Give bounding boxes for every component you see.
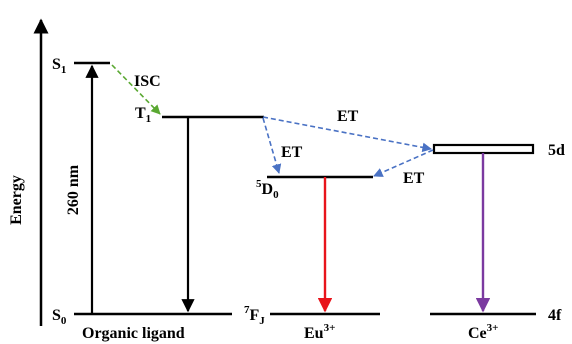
- et-right-label: ET: [403, 170, 425, 187]
- s1-label: S1: [52, 56, 66, 76]
- energy-axis-label: Energy: [8, 175, 25, 225]
- t1-label: T1: [135, 105, 151, 125]
- ce-label: Ce3+: [468, 322, 498, 342]
- et-top-label: ET: [337, 108, 359, 125]
- et-5d-to-d0-arrow: [373, 149, 434, 177]
- et-left-label: ET: [281, 144, 303, 161]
- s0-label: S0: [52, 307, 67, 327]
- isc-arrow: [111, 64, 161, 115]
- isc-label: ISC: [134, 73, 161, 90]
- 5d-label: 5d: [548, 142, 565, 159]
- excitation-label: 260 nm: [65, 164, 82, 215]
- organic-ligand-label: Organic ligand: [82, 325, 185, 342]
- eu-label: Eu3+: [304, 322, 335, 342]
- 4f-label: 4f: [548, 307, 562, 324]
- et-t1-to-d0-arrow: [262, 117, 282, 174]
- fj-label: 7FJ: [244, 304, 265, 327]
- d0-label: 5D0: [256, 178, 279, 201]
- et-t1-to-5d-arrow: [262, 116, 432, 153]
- 5d-level: [432, 143, 535, 155]
